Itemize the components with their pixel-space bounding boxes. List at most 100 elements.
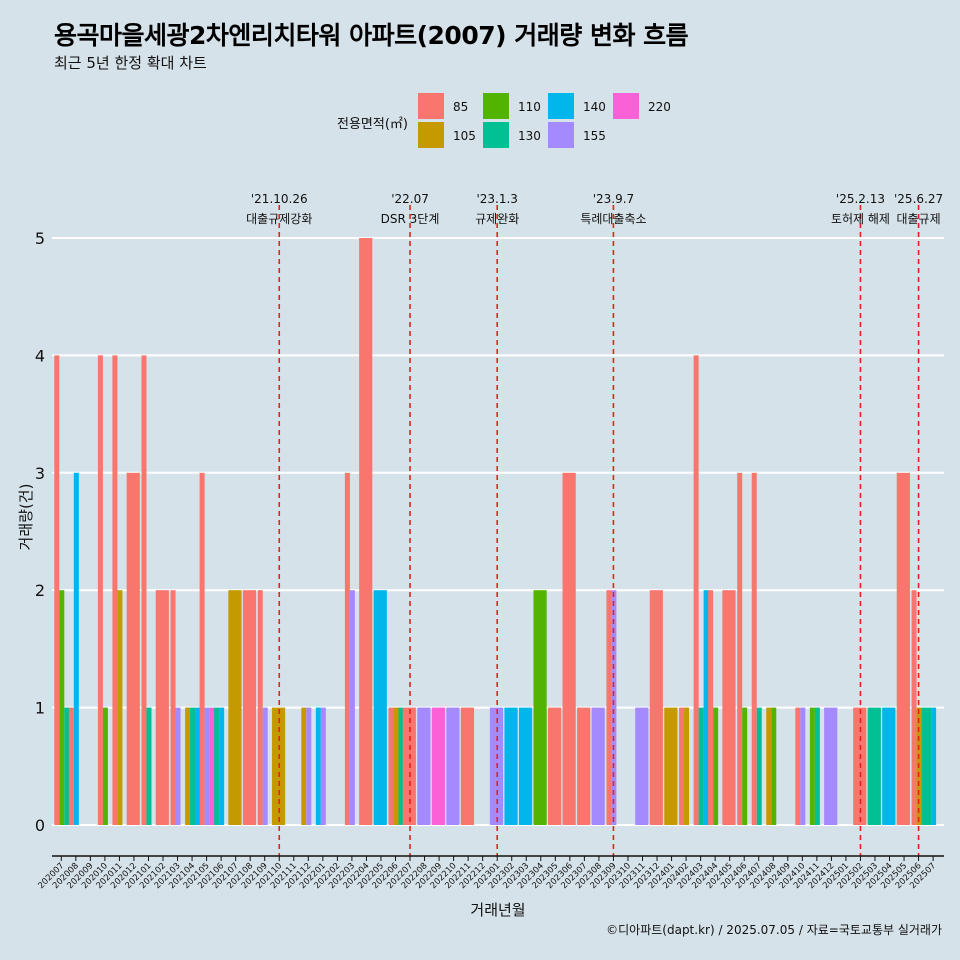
bar-85-202010 (97, 355, 103, 825)
bar-130-202407 (756, 707, 762, 825)
bar-85-202108 (242, 590, 257, 825)
bar-110-202406 (742, 707, 748, 825)
legend-swatch-110 (483, 93, 509, 119)
bar-85-202007 (54, 355, 60, 825)
bar-85-202101 (141, 355, 147, 825)
bar-85-202402 (679, 707, 685, 825)
legend-label: 110 (518, 100, 541, 114)
legend-swatch-130 (483, 122, 509, 148)
bar-105-202402 (684, 707, 690, 825)
bar-155-202210 (446, 707, 460, 825)
event-date: '23.9.7 (593, 192, 634, 206)
bar-140-202106 (219, 707, 225, 825)
bar-110-202404 (713, 707, 719, 825)
legend: 전용면적(㎡) 85 105 110 130 140 155 220 (337, 93, 671, 148)
bar-85-202405 (722, 590, 736, 825)
bar-140-202104 (195, 707, 201, 825)
bar-85-202309 (606, 590, 612, 825)
event-label: 토허제 해제 (831, 212, 890, 226)
bar-155-202412 (824, 707, 838, 825)
event-label: 규제완화 (475, 212, 519, 226)
event-date: '22.07 (391, 192, 429, 206)
bar-155-202103 (175, 707, 181, 825)
event-label: 특례대출축소 (580, 212, 646, 226)
bar-220-202105 (209, 707, 215, 825)
bar-140-202507 (931, 707, 937, 825)
x-axis: 2020072020082020092020102020112020122021… (36, 855, 944, 891)
legend-title: 전용면적(㎡) (337, 117, 408, 132)
bar-85-202105 (199, 472, 205, 825)
bar-110-202304 (533, 590, 547, 825)
bar-85-202102 (155, 590, 169, 825)
bar-105-202107 (228, 590, 242, 825)
y-tick-label: 2 (35, 581, 45, 600)
chart-title: 용곡마을세광2차엔리치타워 아파트(2007) 거래량 변화 흐름 (54, 21, 689, 50)
bar-140-202403 (703, 590, 709, 825)
bar-155-202308 (591, 707, 605, 825)
event-lines: '21.10.26 대출규제강화 '22.07 DSR 3단계 '23.1.3 규제완화 '… (246, 192, 943, 856)
bar-130-202101 (146, 707, 152, 825)
y-tick-label: 1 (35, 699, 45, 718)
bar-110-202408 (771, 707, 777, 825)
bar-85-202305 (548, 707, 562, 825)
x-axis-label: 거래년월 (470, 901, 525, 919)
bar-130-202507 (926, 707, 932, 825)
bar-155-202311 (635, 707, 649, 825)
bar-155-202309 (611, 590, 617, 825)
bar-130-202206 (398, 707, 404, 825)
bar-140-202008 (73, 472, 79, 825)
event-date: '23.1.3 (476, 192, 517, 206)
bar-130-202104 (190, 707, 196, 825)
bar-220-202209 (431, 707, 445, 825)
bar-85-202410 (795, 707, 801, 825)
bar-85-202403 (693, 355, 699, 825)
bar-105-202408 (766, 707, 772, 825)
bar-105-202011 (117, 590, 123, 825)
bar-105-202206 (393, 707, 399, 825)
bars (54, 238, 937, 825)
bar-85-202306 (562, 472, 576, 825)
bar-155-202112 (306, 707, 312, 825)
bar-85-202506 (911, 590, 917, 825)
y-tick-label: 0 (35, 816, 45, 835)
chart-subtitle: 최근 5년 한정 확대 차트 (54, 54, 207, 72)
bar-110-202010 (102, 707, 108, 825)
y-tick-label: 4 (35, 346, 45, 365)
bar-85-202406 (737, 472, 743, 825)
bar-140-202205 (373, 590, 387, 825)
bar-130-202506 (921, 707, 927, 825)
bar-140-202504 (882, 707, 896, 825)
bar-105-202112 (301, 707, 307, 825)
bar-85-202407 (751, 472, 757, 825)
legend-swatch-105 (418, 122, 444, 148)
bar-85-202211 (460, 707, 475, 825)
event-label: 대출규제강화 (246, 212, 312, 226)
legend-label: 155 (583, 129, 606, 143)
legend-swatch-220 (613, 93, 639, 119)
bar-105-202401 (664, 707, 678, 825)
bar-130-202106 (214, 707, 220, 825)
bar-85-202109 (257, 590, 263, 825)
y-tick-label: 3 (35, 464, 45, 483)
bar-155-202105 (204, 707, 210, 825)
bar-155-202109 (262, 707, 268, 825)
bar-85-202203 (344, 472, 350, 825)
bar-85-202103 (170, 590, 176, 825)
bar-140-202303 (518, 707, 533, 825)
bar-155-202208 (417, 707, 431, 825)
y-axis: 0 1 2 3 4 5 (35, 229, 45, 835)
bar-85-202011 (112, 355, 118, 825)
bar-85-202307 (577, 707, 591, 825)
bar-140-202201 (315, 707, 321, 825)
bar-85-202312 (649, 590, 663, 825)
legend-swatch-155 (548, 122, 574, 148)
bar-85-202206 (388, 707, 394, 825)
bar-130-202411 (814, 707, 820, 825)
bar-85-202008 (68, 707, 74, 825)
bar-155-202201 (320, 707, 326, 825)
bar-85-202404 (708, 590, 714, 825)
bar-140-202302 (504, 707, 518, 825)
y-axis-label: 거래량(건) (17, 484, 35, 551)
bar-155-202203 (349, 590, 355, 825)
event-label: DSR 3단계 (381, 212, 440, 226)
